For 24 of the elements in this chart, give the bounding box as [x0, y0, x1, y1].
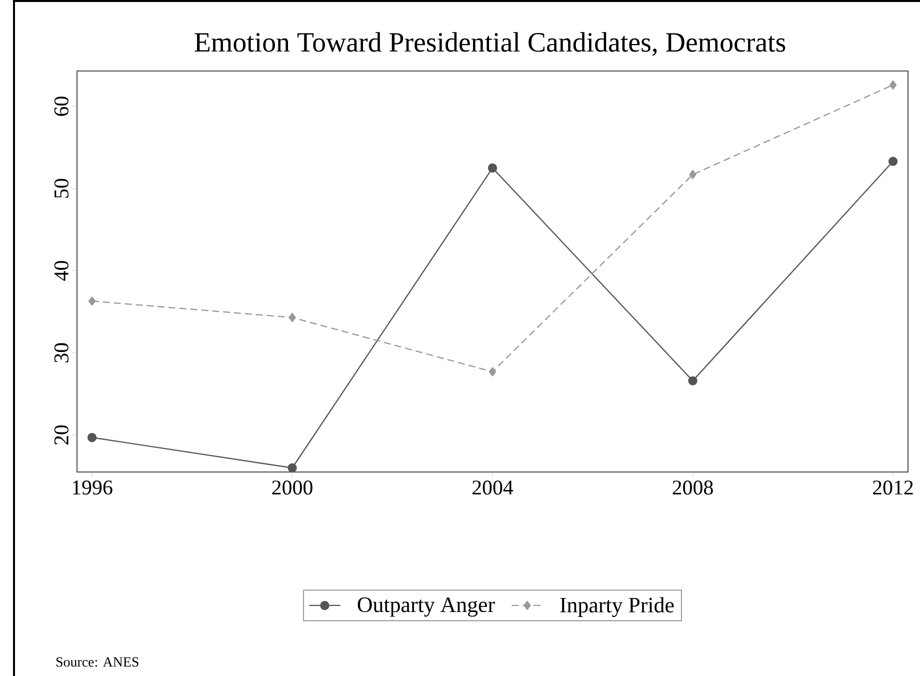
point	[889, 80, 897, 90]
x-tick-label: 2008	[672, 480, 713, 495]
y-tick-label: 30	[54, 343, 68, 362]
point	[288, 312, 296, 322]
source-note: Source: ANES	[56, 657, 138, 667]
point	[488, 163, 498, 173]
point	[488, 367, 496, 376]
y-tick-label: 20	[54, 425, 68, 445]
point	[689, 170, 696, 180]
legend-label: Outparty Anger	[358, 597, 495, 617]
point	[888, 156, 898, 166]
x-tick-label: 2004	[472, 480, 514, 495]
point	[87, 432, 97, 442]
chart-title: Emotion Toward Presidential Candidates, Democrats	[194, 32, 786, 56]
x-tick-label: 2000	[272, 480, 312, 495]
x-tick-label: 2012	[872, 480, 913, 495]
legend-label: Inparty Pride	[560, 597, 674, 618]
point	[288, 463, 297, 472]
x-tick-label: 1996	[72, 480, 112, 495]
point	[688, 376, 698, 386]
point	[88, 296, 96, 306]
y-tick-label: 40	[54, 261, 68, 281]
y-tick-label: 50	[54, 178, 68, 198]
y-tick-label: 60	[54, 96, 68, 116]
